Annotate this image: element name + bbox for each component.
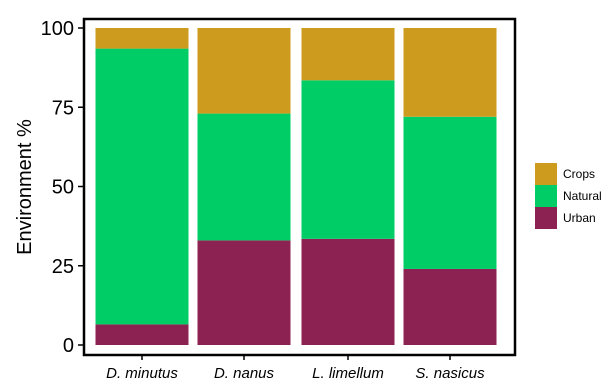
bar-segment-s-nasicus-crops [403,28,497,117]
y-tick-label: 50 [52,177,74,199]
y-tick-label: 100 [41,18,74,40]
bar-segment-d-minutus-natural [95,48,189,325]
y-axis-title: Environment % [14,119,36,255]
x-tick-label-s-nasicus: S. nasicus [415,365,485,382]
bars-layer [95,28,497,345]
bar-segment-l-limellum-crops [301,28,395,81]
bar-segment-d-nanus-crops [197,28,291,114]
bar-segment-d-minutus-crops [95,28,189,49]
legend-swatch-urban [535,207,557,229]
legend-label-natural: Natural [563,189,602,203]
bar-segment-s-nasicus-urban [403,268,497,345]
legend-swatch-natural [535,185,557,207]
bar-segment-d-nanus-urban [197,240,291,345]
y-tick-label: 75 [52,97,74,119]
bar-segment-d-minutus-urban [95,324,189,345]
legend-swatch-crops [535,163,557,185]
bar-segment-l-limellum-natural [301,80,395,239]
legend-label-crops: Crops [563,167,595,181]
legend: Crops Natural Urban [535,163,602,229]
x-tick-label-d-minutus: D. minutus [106,365,178,382]
y-axis: 0 25 50 75 100 [41,18,84,357]
x-tick-label-d-nanus: D. nanus [214,365,275,382]
legend-label-urban: Urban [563,211,596,225]
y-tick-label: 25 [52,256,74,278]
bar-segment-d-nanus-natural [197,113,291,241]
y-tick-label: 0 [63,335,74,357]
bar-segment-s-nasicus-natural [403,116,497,269]
bar-segment-l-limellum-urban [301,238,395,345]
x-axis: D. minutus D. nanus L. limellum S. nasicus [106,355,485,382]
x-tick-label-l-limellum: L. limellum [312,365,384,382]
